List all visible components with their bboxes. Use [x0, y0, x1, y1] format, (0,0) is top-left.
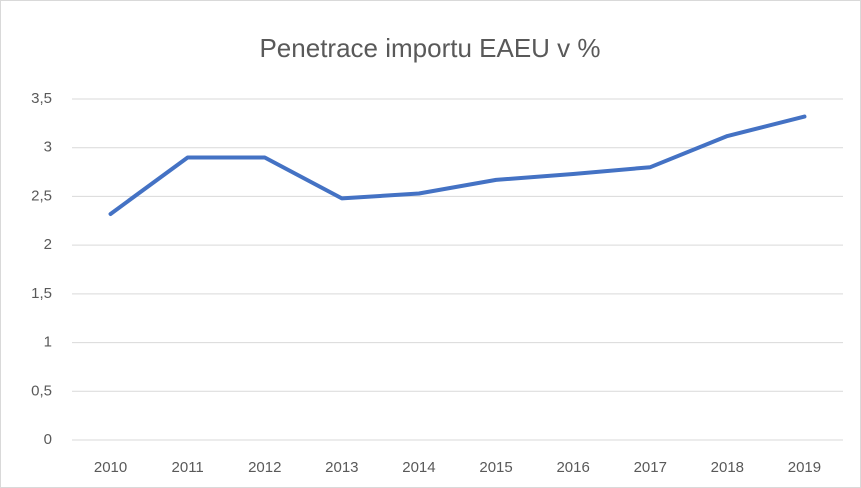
x-tick-label: 2017 — [634, 459, 667, 476]
y-tick-label: 3 — [44, 139, 52, 156]
line — [108, 114, 807, 216]
x-tick-label: 2014 — [402, 459, 435, 476]
x-tick-label: 2012 — [248, 459, 281, 476]
y-tick-label: 1 — [44, 334, 52, 351]
y-tick-label: 0,5 — [31, 382, 52, 399]
x-tick-label: 2015 — [479, 459, 512, 476]
x-tick-label: 2016 — [556, 459, 589, 476]
y-tick-label: 2,5 — [31, 187, 52, 204]
x-tick-label: 2013 — [325, 459, 358, 476]
x-tick-label: 2010 — [94, 459, 127, 476]
y-tick-label: 2 — [44, 236, 52, 253]
y-tick-label: 3,5 — [31, 90, 52, 107]
y-tick-label: 0 — [44, 431, 52, 448]
x-tick-label: 2018 — [711, 459, 744, 476]
y-tick-label: 1,5 — [31, 285, 52, 302]
x-tick-label: 2019 — [788, 459, 821, 476]
chart-title: Penetrace importu EAEU v % — [259, 33, 600, 63]
x-tick-label: 2011 — [172, 459, 204, 476]
